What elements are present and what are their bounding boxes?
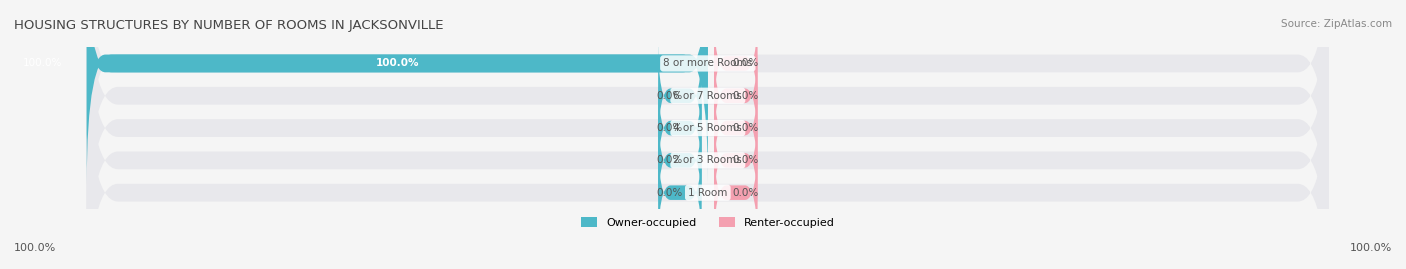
FancyBboxPatch shape xyxy=(714,103,758,218)
Text: 100.0%: 100.0% xyxy=(22,58,62,68)
FancyBboxPatch shape xyxy=(714,71,758,185)
FancyBboxPatch shape xyxy=(714,38,758,153)
FancyBboxPatch shape xyxy=(87,0,1329,248)
Text: 0.0%: 0.0% xyxy=(657,91,683,101)
Text: 100.0%: 100.0% xyxy=(14,243,56,253)
FancyBboxPatch shape xyxy=(658,71,702,185)
Text: 0.0%: 0.0% xyxy=(733,123,759,133)
FancyBboxPatch shape xyxy=(87,0,707,151)
Text: 2 or 3 Rooms: 2 or 3 Rooms xyxy=(673,155,742,165)
Text: 100.0%: 100.0% xyxy=(1350,243,1392,253)
Text: 8 or more Rooms: 8 or more Rooms xyxy=(664,58,752,68)
Text: 100.0%: 100.0% xyxy=(375,58,419,68)
Text: 0.0%: 0.0% xyxy=(733,155,759,165)
Text: HOUSING STRUCTURES BY NUMBER OF ROOMS IN JACKSONVILLE: HOUSING STRUCTURES BY NUMBER OF ROOMS IN… xyxy=(14,19,443,32)
Text: 0.0%: 0.0% xyxy=(733,91,759,101)
FancyBboxPatch shape xyxy=(714,135,758,250)
Text: 4 or 5 Rooms: 4 or 5 Rooms xyxy=(673,123,742,133)
Legend: Owner-occupied, Renter-occupied: Owner-occupied, Renter-occupied xyxy=(576,213,839,232)
Text: Source: ZipAtlas.com: Source: ZipAtlas.com xyxy=(1281,19,1392,29)
Text: 0.0%: 0.0% xyxy=(657,155,683,165)
FancyBboxPatch shape xyxy=(658,103,702,218)
FancyBboxPatch shape xyxy=(658,135,702,250)
FancyBboxPatch shape xyxy=(714,6,758,121)
Text: 0.0%: 0.0% xyxy=(657,188,683,198)
FancyBboxPatch shape xyxy=(87,40,1329,269)
Text: 0.0%: 0.0% xyxy=(657,123,683,133)
FancyBboxPatch shape xyxy=(87,0,707,184)
Text: 1 Room: 1 Room xyxy=(688,188,727,198)
Text: 6 or 7 Rooms: 6 or 7 Rooms xyxy=(673,91,742,101)
FancyBboxPatch shape xyxy=(658,38,702,153)
FancyBboxPatch shape xyxy=(87,0,1329,216)
Text: 0.0%: 0.0% xyxy=(733,188,759,198)
FancyBboxPatch shape xyxy=(87,8,1329,269)
Text: 0.0%: 0.0% xyxy=(733,58,759,68)
FancyBboxPatch shape xyxy=(87,0,1329,269)
